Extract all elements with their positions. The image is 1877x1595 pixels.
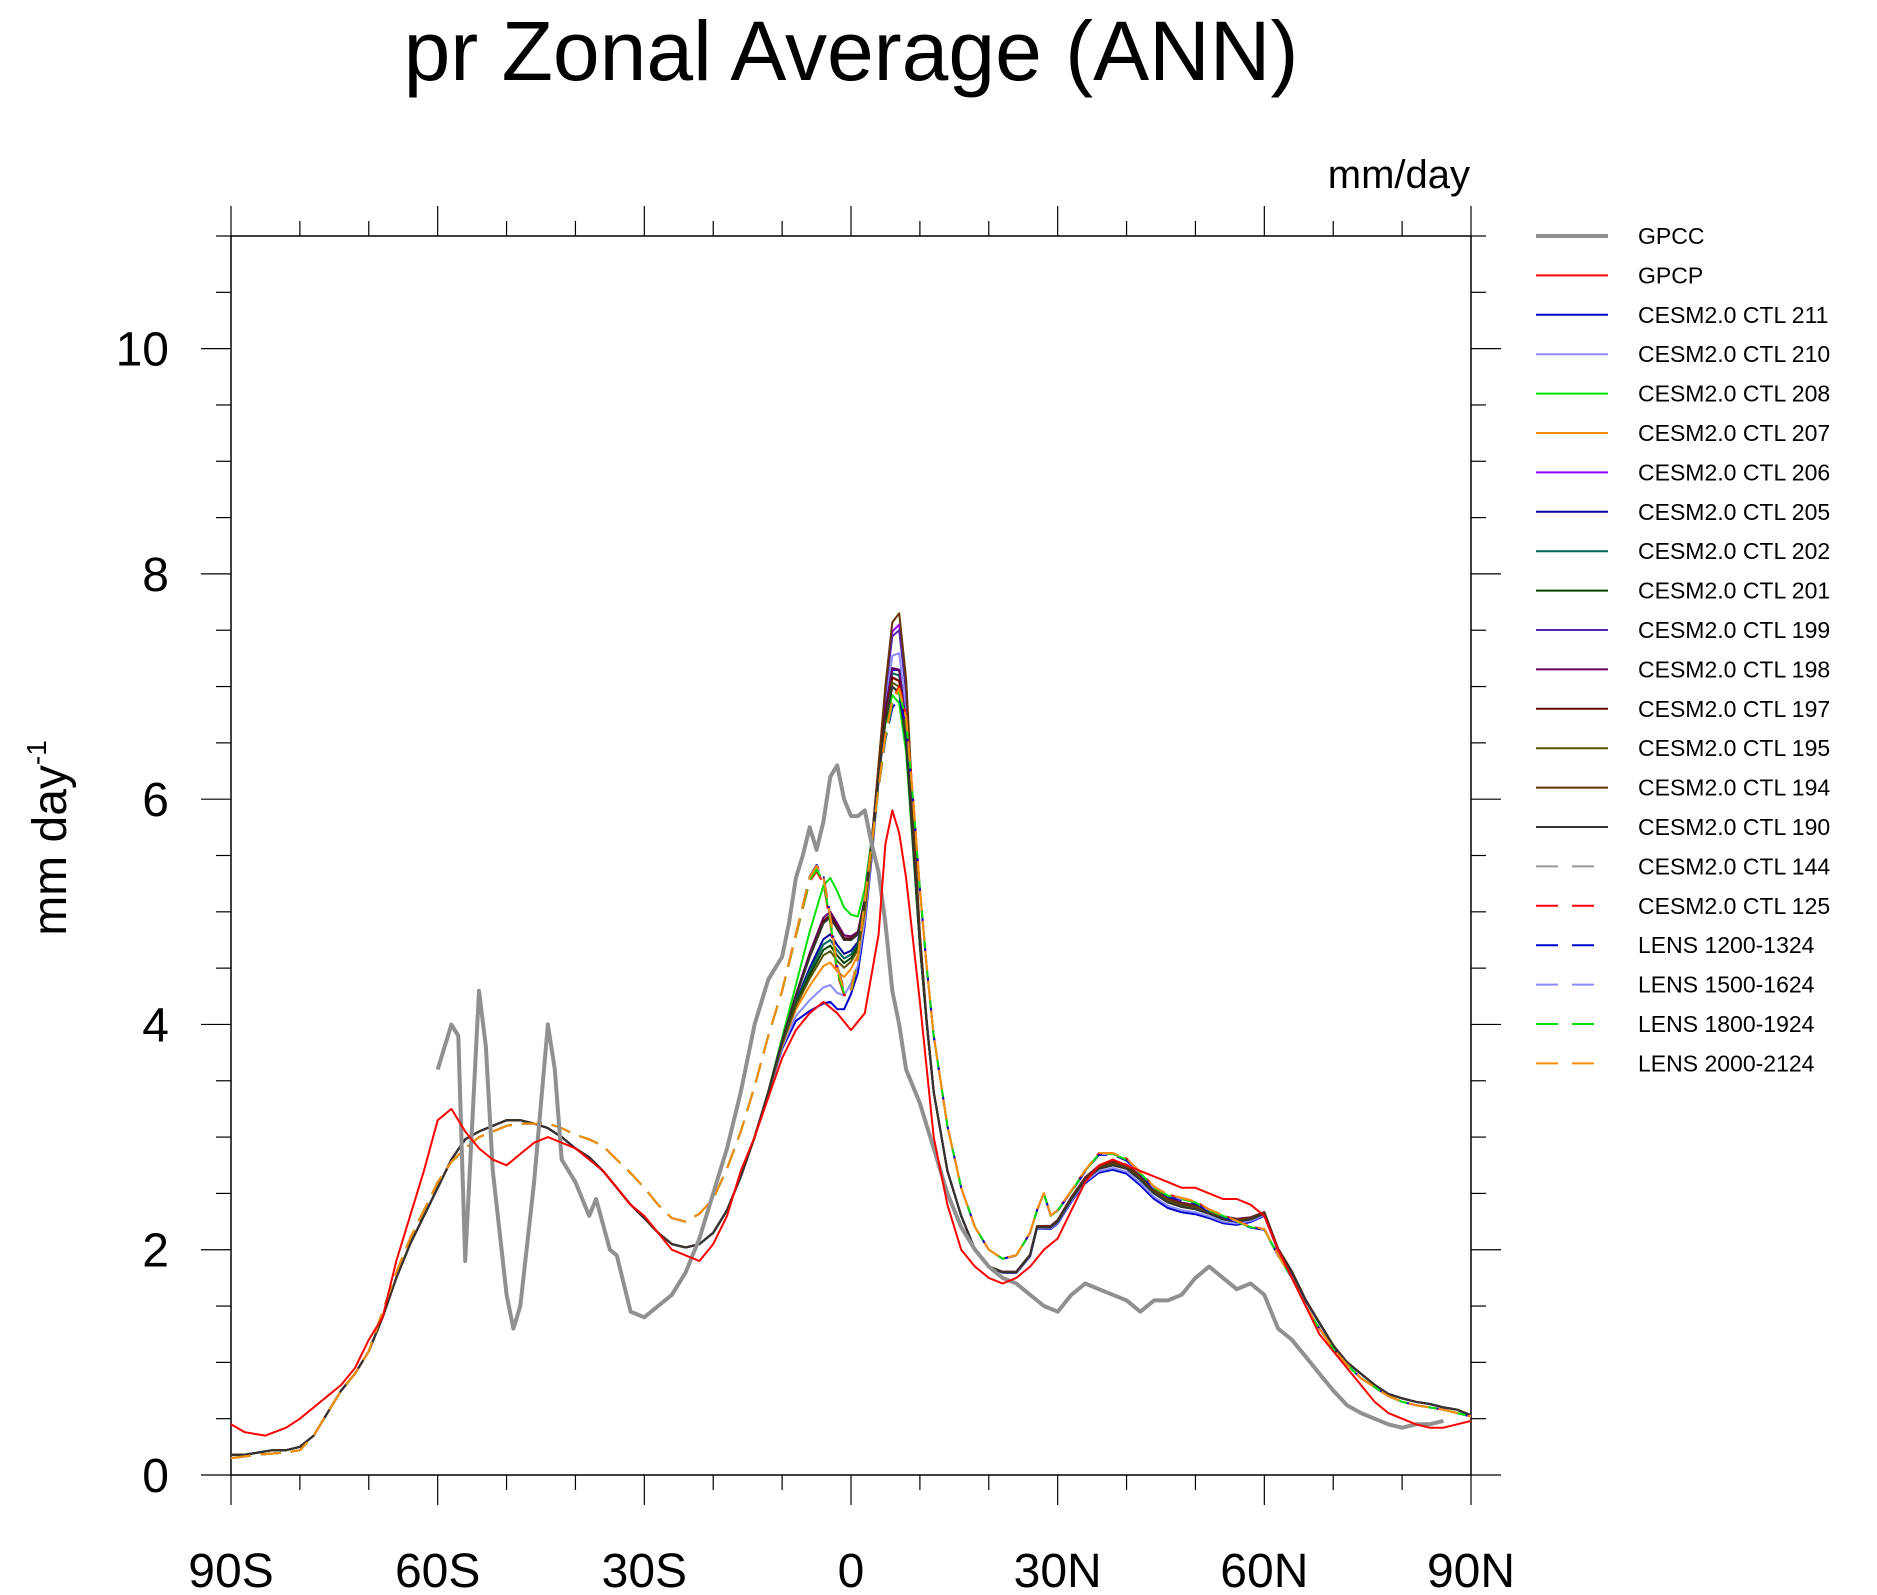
series-line-cesm2-0-ctl-197 (231, 676, 1472, 1456)
legend-label-cesm2-0-ctl-199: CESM2.0 CTL 199 (1638, 617, 1830, 643)
legend-label-cesm2-0-ctl-205: CESM2.0 CTL 205 (1638, 499, 1830, 525)
legend-label-cesm2-0-ctl-208: CESM2.0 CTL 208 (1638, 381, 1830, 407)
legend-label-cesm2-0-ctl-190: CESM2.0 CTL 190 (1638, 814, 1830, 840)
series-line-cesm2-0-ctl-211 (231, 668, 1472, 1456)
x-tick-label: 60S (395, 1545, 480, 1595)
y-tick-label: 10 (116, 324, 169, 377)
series-line-cesm2-0-ctl-206 (231, 623, 1472, 1456)
series-line-cesm2-0-ctl-194 (231, 612, 1472, 1456)
plot-area: 0 2 4 6 8 10 90S 60S 30S 0 30N 60N 90N (116, 206, 1515, 1595)
legend-label-cesm2-0-ctl-201: CESM2.0 CTL 201 (1638, 578, 1830, 604)
legend-label-cesm2-0-ctl-207: CESM2.0 CTL 207 (1638, 420, 1830, 446)
legend-label-cesm2-0-ctl-211: CESM2.0 CTL 211 (1638, 302, 1828, 328)
y-axis-label-exponent: -1 (21, 740, 52, 765)
legend-label-gpcp: GPCP (1638, 262, 1703, 288)
legend-label-cesm2-0-ctl-206: CESM2.0 CTL 206 (1638, 459, 1830, 485)
y-axis-label: mm day-1 (21, 740, 77, 936)
series-line-cesm2-0-ctl-190 (231, 685, 1472, 1456)
x-tick-label: 30S (602, 1545, 687, 1595)
y-tick-label: 2 (142, 1225, 169, 1278)
legend: GPCC GPCP CESM2.0 CTL 211 CESM2.0 CTL 210 CE… (1536, 223, 1830, 1076)
series-line-lens-1500-1624 (230, 688, 1472, 1460)
y-tick-label: 6 (142, 774, 169, 827)
legend-label-lens-2000-2124: LENS 2000-2124 (1638, 1050, 1815, 1076)
legend-label-cesm2-0-ctl-210: CESM2.0 CTL 210 (1638, 341, 1830, 367)
series-line-cesm2-0-ctl-202 (231, 672, 1472, 1456)
y-tick-label: 8 (142, 549, 169, 602)
series-line-cesm2-0-ctl-125 (230, 685, 1472, 1460)
legend-label-cesm2-0-ctl-125: CESM2.0 CTL 125 (1638, 893, 1830, 919)
series-line-lens-2000-2124 (230, 687, 1472, 1460)
series-line-cesm2-0-ctl-201 (231, 686, 1472, 1456)
series-line-cesm2-0-ctl-144 (230, 691, 1472, 1460)
chart-title: pr Zonal Average (ANN) (404, 4, 1299, 98)
plot-frame (230, 235, 1472, 1476)
x-tick-label: 60N (1220, 1545, 1308, 1595)
legend-label-cesm2-0-ctl-197: CESM2.0 CTL 197 (1638, 696, 1830, 722)
series-line-cesm2-0-ctl-207 (231, 677, 1472, 1456)
legend-label-cesm2-0-ctl-198: CESM2.0 CTL 198 (1638, 656, 1830, 682)
legend-label-lens-1200-1324: LENS 1200-1324 (1638, 932, 1815, 958)
legend-label-cesm2-0-ctl-195: CESM2.0 CTL 195 (1638, 735, 1830, 761)
y-tick-label: 0 (142, 1450, 169, 1503)
series-line-cesm2-0-ctl-195 (231, 681, 1472, 1456)
series-line-lens-1800-1924 (230, 691, 1472, 1460)
legend-label-cesm2-0-ctl-202: CESM2.0 CTL 202 (1638, 538, 1830, 564)
units-label: mm/day (1328, 153, 1470, 197)
x-tick-label: 30N (1014, 1545, 1102, 1595)
series-line-cesm2-0-ctl-208 (231, 694, 1472, 1456)
y-tick-label: 4 (142, 999, 169, 1052)
legend-label-lens-1800-1924: LENS 1800-1924 (1638, 1011, 1815, 1037)
series-line-gpcc (435, 763, 1444, 1430)
legend-label-lens-1500-1624: LENS 1500-1624 (1638, 972, 1815, 998)
legend-label-cesm2-0-ctl-194: CESM2.0 CTL 194 (1638, 775, 1830, 801)
series-line-cesm2-0-ctl-199 (231, 629, 1472, 1456)
x-tick-label: 90N (1427, 1545, 1515, 1595)
series-line-gpcp (230, 809, 1472, 1437)
x-tick-label: 90S (188, 1545, 273, 1595)
legend-label-gpcc: GPCC (1638, 223, 1704, 249)
x-tick-label: 0 (838, 1545, 865, 1595)
legend-label-cesm2-0-ctl-144: CESM2.0 CTL 144 (1638, 853, 1830, 879)
